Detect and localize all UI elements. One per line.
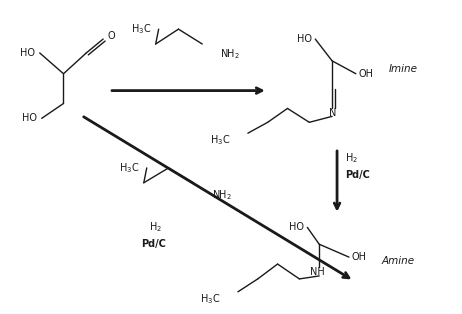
Text: H$_3$C: H$_3$C (210, 133, 230, 147)
Text: H$_3$C: H$_3$C (119, 161, 140, 175)
Text: N: N (329, 108, 337, 118)
Text: NH$_2$: NH$_2$ (212, 188, 232, 202)
Text: O: O (107, 31, 115, 41)
Text: H$_2$: H$_2$ (345, 151, 358, 165)
Text: HO: HO (297, 34, 312, 44)
Text: H$_2$: H$_2$ (149, 220, 162, 234)
Text: NH: NH (310, 267, 325, 277)
Text: OH: OH (352, 252, 367, 262)
Text: Imine: Imine (389, 64, 418, 74)
Text: OH: OH (359, 69, 374, 79)
Text: NH$_2$: NH$_2$ (220, 47, 240, 61)
Text: Pd/C: Pd/C (141, 239, 166, 249)
Text: HO: HO (289, 222, 304, 232)
Text: H$_3$C: H$_3$C (200, 292, 220, 306)
Text: H$_3$C: H$_3$C (131, 22, 151, 36)
Text: HO: HO (20, 48, 35, 58)
Text: Amine: Amine (382, 256, 415, 266)
Text: HO: HO (22, 113, 37, 123)
Text: Pd/C: Pd/C (345, 170, 370, 180)
